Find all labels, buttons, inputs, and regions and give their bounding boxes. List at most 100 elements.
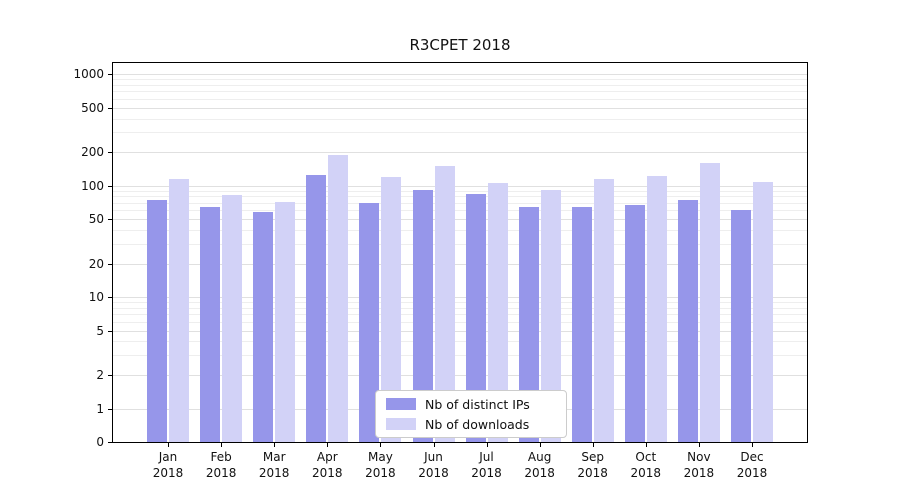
gridline-minor bbox=[113, 132, 807, 134]
x-tick-month: Mar bbox=[262, 450, 286, 464]
gridline-major bbox=[113, 330, 807, 332]
bar-downloads bbox=[275, 201, 296, 442]
x-tick-label: Jun 2018 bbox=[406, 450, 462, 482]
plot-area: Nb of distinct IPs Nb of downloads bbox=[112, 62, 808, 443]
x-tick-mark bbox=[327, 443, 329, 447]
gridline-minor bbox=[113, 84, 807, 86]
y-tick-mark bbox=[108, 219, 112, 221]
x-tick-mark bbox=[433, 443, 435, 447]
gridline-major bbox=[113, 152, 807, 154]
x-tick-mark bbox=[752, 443, 753, 447]
x-tick-mark bbox=[380, 443, 382, 447]
gridline-minor bbox=[113, 355, 807, 357]
gridline-minor bbox=[113, 210, 807, 212]
x-tick-month: Feb bbox=[210, 450, 232, 464]
x-tick-year: 2018 bbox=[683, 465, 715, 480]
bar-distinct-ips bbox=[253, 212, 274, 442]
bar-distinct-ips bbox=[465, 193, 486, 442]
bar-distinct-ips bbox=[306, 174, 327, 442]
x-tick-month: May bbox=[367, 450, 393, 464]
x-tick-mark bbox=[486, 443, 488, 447]
chart-title: R3CPET 2018 bbox=[409, 36, 511, 54]
x-tick-year: 2018 bbox=[312, 465, 343, 480]
x-tick-label: Feb 2018 bbox=[193, 450, 249, 482]
bar-distinct-ips bbox=[147, 199, 167, 442]
gridline-major bbox=[113, 74, 807, 76]
bar-downloads bbox=[646, 176, 667, 442]
gridline-minor bbox=[113, 302, 807, 304]
y-tick-label: 50 bbox=[88, 212, 104, 227]
x-tick-year: 2018 bbox=[418, 465, 449, 480]
gridline-minor bbox=[113, 243, 807, 245]
gridline-minor bbox=[113, 321, 807, 323]
y-tick-mark bbox=[108, 375, 112, 376]
y-tick-mark bbox=[108, 152, 112, 154]
gridline-major bbox=[113, 375, 807, 376]
x-tick-mark bbox=[168, 443, 169, 447]
legend-swatch bbox=[386, 418, 416, 430]
y-tick-label: 0 bbox=[96, 435, 104, 449]
x-tick-year: 2018 bbox=[577, 465, 608, 480]
x-tick-month: Apr bbox=[316, 450, 338, 464]
x-tick-year: 2018 bbox=[471, 465, 502, 480]
x-tick-label: Dec 2018 bbox=[724, 450, 780, 482]
x-tick-label: Aug 2018 bbox=[512, 450, 568, 482]
bar-distinct-ips bbox=[731, 209, 751, 442]
gridline-minor bbox=[113, 341, 807, 343]
y-tick-label: 20 bbox=[88, 256, 104, 271]
x-tick-year: 2018 bbox=[152, 465, 184, 480]
y-tick-label: 5 bbox=[96, 323, 104, 338]
x-tick-mark bbox=[539, 443, 541, 447]
gridline-minor bbox=[113, 79, 807, 81]
bar-distinct-ips bbox=[200, 206, 221, 442]
y-tick-mark bbox=[108, 74, 112, 76]
bar-distinct-ips bbox=[624, 205, 645, 442]
x-tick-year: 2018 bbox=[205, 465, 237, 480]
x-tick-mark bbox=[645, 443, 647, 447]
gridline-major bbox=[113, 107, 807, 109]
bar-distinct-ips bbox=[677, 199, 698, 442]
legend: Nb of distinct IPs Nb of downloads bbox=[375, 390, 567, 438]
gridline-minor bbox=[113, 118, 807, 120]
x-tick-label: Mar 2018 bbox=[246, 450, 302, 482]
x-tick-month: Nov bbox=[687, 450, 711, 464]
bar-downloads bbox=[753, 181, 773, 442]
y-tick-label: 1 bbox=[96, 401, 104, 416]
x-tick-year: 2018 bbox=[258, 465, 290, 480]
y-tick-mark bbox=[108, 185, 112, 187]
gridline-minor bbox=[113, 98, 807, 100]
x-tick-label: Sep 2018 bbox=[565, 450, 621, 482]
bar-downloads bbox=[169, 178, 189, 442]
x-tick-month: Aug bbox=[527, 450, 552, 464]
gridline-major bbox=[113, 219, 807, 221]
x-tick-label: Apr 2018 bbox=[299, 450, 355, 482]
y-tick-mark bbox=[108, 107, 112, 109]
x-tick-month: Sep bbox=[581, 450, 604, 464]
bar-downloads bbox=[593, 178, 614, 442]
legend-item: Nb of downloads bbox=[386, 417, 556, 432]
x-tick-label: Nov 2018 bbox=[671, 450, 727, 482]
gridline-major bbox=[113, 263, 807, 265]
x-tick-month: Oct bbox=[635, 450, 657, 464]
legend-label: Nb of distinct IPs bbox=[425, 396, 530, 412]
bar-downloads bbox=[487, 183, 508, 442]
gridline-minor bbox=[113, 190, 807, 192]
gridline-minor bbox=[113, 196, 807, 198]
x-tick-month: Dec bbox=[740, 450, 764, 464]
bar-downloads bbox=[381, 176, 402, 442]
x-tick-label: Jul 2018 bbox=[459, 450, 515, 482]
gridline-minor bbox=[113, 91, 807, 93]
y-tick-label: 500 bbox=[81, 100, 104, 115]
y-tick-mark bbox=[108, 408, 112, 410]
legend-label: Nb of downloads bbox=[425, 416, 530, 432]
x-tick-mark bbox=[221, 443, 223, 447]
x-tick-label: Oct 2018 bbox=[618, 450, 674, 482]
bar-distinct-ips bbox=[571, 206, 592, 442]
bar-distinct-ips bbox=[412, 189, 433, 442]
x-tick-mark bbox=[698, 443, 700, 447]
bar-downloads bbox=[540, 189, 561, 442]
x-tick-mark bbox=[274, 443, 276, 447]
y-tick-mark bbox=[108, 263, 112, 265]
x-tick-year: 2018 bbox=[365, 465, 396, 480]
